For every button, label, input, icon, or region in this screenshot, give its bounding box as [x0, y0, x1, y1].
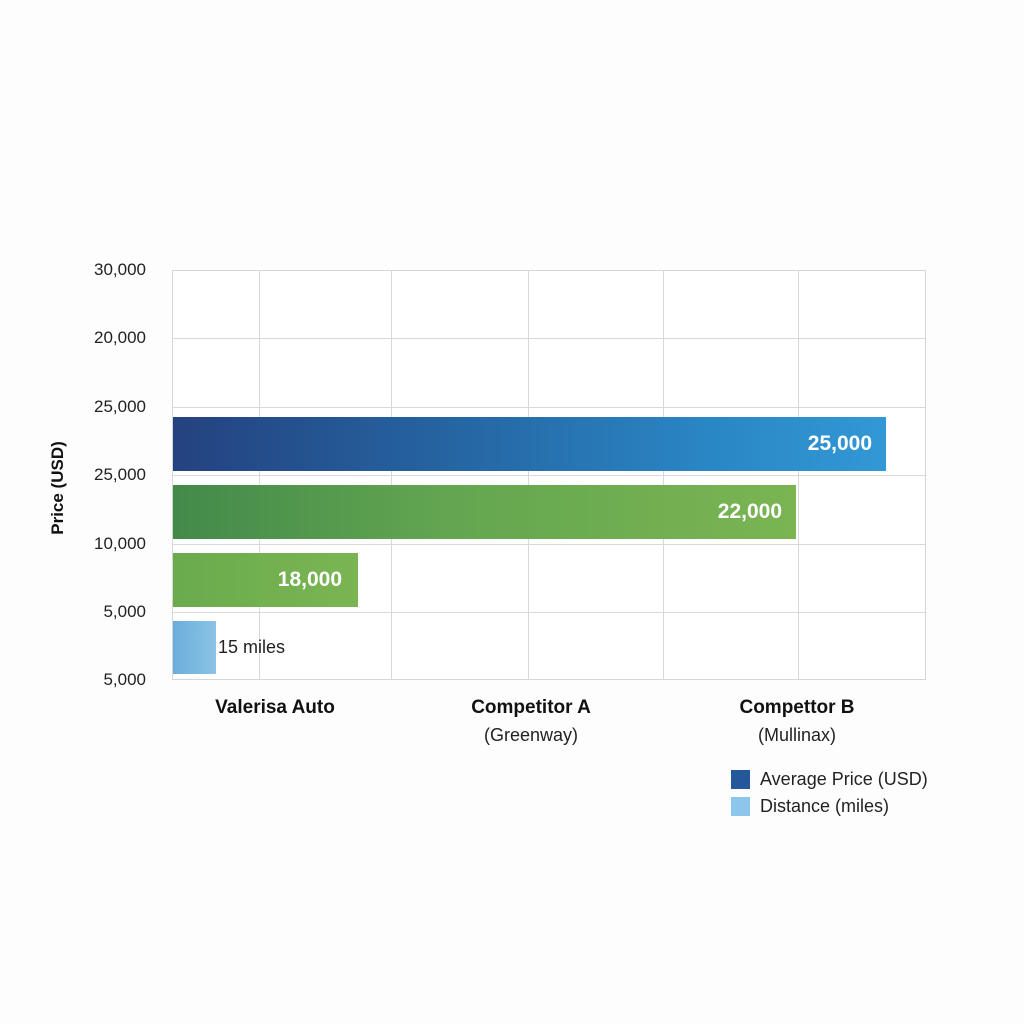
gridline: [798, 271, 799, 679]
legend-item-average-price: Average Price (USD): [731, 766, 928, 793]
legend-label: Distance (miles): [760, 796, 890, 816]
y-tick-label: 20,000: [94, 328, 146, 347]
gridline: [663, 271, 664, 679]
gridline: [391, 271, 392, 679]
plot-area: 25,000 22,000 18,000 15 miles: [172, 270, 926, 680]
y-tick-label: 30,000: [94, 260, 146, 279]
gridline: [173, 612, 925, 613]
category-name: Competitor A: [471, 697, 591, 718]
gridline: [173, 544, 925, 545]
bar-value-label: 22,000: [717, 500, 782, 523]
legend-swatch-icon: [731, 797, 750, 816]
bar-distance-label: 15 miles: [218, 637, 286, 657]
bar-price-18000: 18,000: [173, 553, 358, 607]
bar-value-label: 25,000: [807, 432, 872, 455]
legend: Average Price (USD) Distance (miles): [731, 766, 928, 820]
y-tick-label: 5,000: [103, 602, 146, 621]
y-tick-label: 10,000: [94, 534, 146, 553]
bar-price-22000: 22,000: [173, 485, 796, 539]
gridline: [173, 338, 925, 339]
y-tick-label: 25,000: [94, 397, 146, 416]
category-label-competitor-b: Compettor B (Mullinax): [697, 697, 897, 746]
category-name: Valerisa Auto: [215, 697, 335, 718]
gridline: [528, 271, 529, 679]
y-tick-label: 5,000: [103, 670, 146, 689]
legend-label: Average Price (USD): [760, 769, 928, 789]
category-subname: (Greenway): [483, 725, 579, 745]
legend-item-distance: Distance (miles): [731, 793, 928, 820]
y-tick-label: 25,000: [94, 465, 146, 484]
gridline: [259, 271, 260, 679]
category-label-competitor-a: Competitor A (Greenway): [431, 697, 631, 746]
gridline: [173, 475, 925, 476]
category-label-valerisa: Valerisa Auto: [180, 697, 370, 719]
bar-distance-15: [173, 621, 216, 674]
gridline: [173, 407, 925, 408]
category-subname: (Mullinax): [757, 725, 836, 745]
legend-swatch-icon: [731, 770, 750, 789]
y-axis-title: Price (USD): [48, 441, 67, 535]
category-name: Compettor B: [739, 697, 855, 718]
bar-value-label: 18,000: [277, 568, 342, 591]
bar-price-25000: 25,000: [173, 417, 886, 471]
